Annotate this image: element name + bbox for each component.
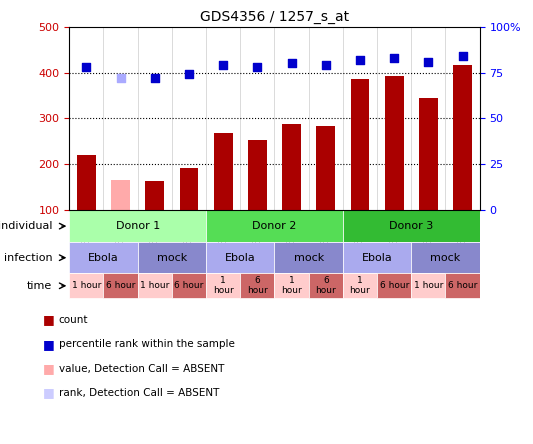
Text: ■: ■ — [43, 362, 54, 375]
Text: mock: mock — [430, 253, 461, 263]
Point — [321, 62, 330, 69]
Bar — [343, 210, 480, 242]
Bar — [274, 242, 343, 274]
Text: 1
hour: 1 hour — [281, 277, 302, 295]
Text: Ebola: Ebola — [225, 253, 256, 263]
Bar — [138, 274, 172, 298]
Point — [150, 75, 159, 82]
Text: 6
hour: 6 hour — [316, 277, 336, 295]
Text: Donor 2: Donor 2 — [252, 221, 297, 231]
Bar — [180, 168, 198, 210]
Bar — [206, 210, 343, 242]
Bar — [206, 242, 274, 274]
Bar — [309, 274, 343, 298]
Bar — [146, 182, 164, 210]
Text: 1
hour: 1 hour — [350, 277, 370, 295]
Point — [219, 62, 228, 69]
Text: 6 hour: 6 hour — [379, 281, 409, 290]
Bar — [282, 124, 301, 210]
Bar — [377, 274, 411, 298]
Text: mock: mock — [157, 253, 187, 263]
Bar — [411, 242, 480, 274]
Text: 1 hour: 1 hour — [140, 281, 169, 290]
Bar — [343, 242, 411, 274]
Text: 6 hour: 6 hour — [174, 281, 204, 290]
Text: time: time — [27, 281, 52, 291]
Bar — [103, 274, 138, 298]
Point — [287, 60, 296, 67]
Text: 1
hour: 1 hour — [213, 277, 233, 295]
Text: Ebola: Ebola — [362, 253, 392, 263]
Point — [356, 56, 364, 63]
Text: Ebola: Ebola — [88, 253, 119, 263]
Text: individual: individual — [0, 221, 52, 231]
Bar — [351, 79, 369, 210]
Bar — [172, 274, 206, 298]
Text: percentile rank within the sample: percentile rank within the sample — [59, 339, 235, 349]
Title: GDS4356 / 1257_s_at: GDS4356 / 1257_s_at — [200, 10, 349, 24]
Point — [82, 63, 91, 71]
Text: ■: ■ — [43, 386, 54, 400]
Point — [424, 58, 433, 65]
Bar — [69, 210, 206, 242]
Point — [253, 63, 262, 71]
Bar — [69, 242, 138, 274]
Bar — [419, 98, 438, 210]
Bar — [446, 274, 480, 298]
Bar — [248, 140, 267, 210]
Bar — [240, 274, 274, 298]
Bar — [214, 133, 232, 210]
Bar — [206, 274, 240, 298]
Point — [390, 54, 399, 61]
Text: 1 hour: 1 hour — [414, 281, 443, 290]
Text: count: count — [59, 315, 88, 325]
Bar — [69, 274, 103, 298]
Point — [116, 75, 125, 82]
Bar — [77, 155, 96, 210]
Text: mock: mock — [294, 253, 324, 263]
Bar — [453, 65, 472, 210]
Text: ■: ■ — [43, 337, 54, 351]
Bar — [138, 242, 206, 274]
Bar — [274, 274, 309, 298]
Text: infection: infection — [4, 253, 52, 263]
Text: Donor 1: Donor 1 — [116, 221, 160, 231]
Text: 1 hour: 1 hour — [72, 281, 101, 290]
Text: 6
hour: 6 hour — [247, 277, 268, 295]
Point — [458, 52, 467, 59]
Bar — [385, 76, 403, 210]
Bar — [317, 126, 335, 210]
Text: 6 hour: 6 hour — [106, 281, 135, 290]
Bar — [111, 181, 130, 210]
Text: value, Detection Call = ABSENT: value, Detection Call = ABSENT — [59, 364, 224, 373]
Point — [185, 71, 193, 78]
Bar — [411, 274, 446, 298]
Text: rank, Detection Call = ABSENT: rank, Detection Call = ABSENT — [59, 388, 219, 398]
Text: ■: ■ — [43, 313, 54, 326]
Bar — [343, 274, 377, 298]
Text: Donor 3: Donor 3 — [389, 221, 433, 231]
Text: 6 hour: 6 hour — [448, 281, 477, 290]
